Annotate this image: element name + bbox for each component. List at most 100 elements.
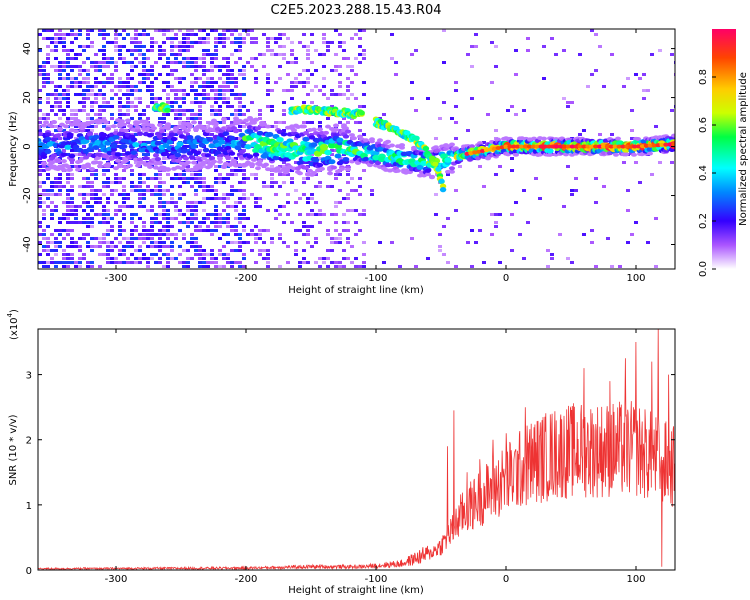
spectrogram-noise-cell (282, 221, 286, 224)
spectrogram-noise-cell (350, 189, 354, 192)
spectrogram-trace-cell (142, 156, 150, 161)
spectrogram-noise-cell (90, 45, 94, 48)
spectrogram-noise-cell (38, 97, 42, 100)
spectrogram-core-cell (585, 144, 591, 149)
spectrogram-noise-cell (42, 181, 46, 184)
spectrogram-noise-cell (90, 265, 94, 268)
spectrogram-noise-cell (222, 257, 226, 260)
spectrogram-noise-cell (102, 45, 106, 48)
spectrogram-noise-cell (486, 113, 490, 116)
spectrogram-noise-cell (106, 77, 110, 80)
spectrogram-core-cell (538, 144, 544, 149)
spectrogram-noise-cell (158, 245, 162, 248)
spectrogram-noise-cell (238, 125, 242, 128)
spectrogram-noise-cell (138, 81, 142, 84)
spectrogram-noise-cell (206, 197, 210, 200)
spectrogram-noise-cell (106, 233, 110, 236)
spectrogram-noise-cell (490, 213, 494, 216)
spectrogram-noise-cell (302, 221, 306, 224)
spectrogram-noise-cell (202, 41, 206, 44)
spectrogram-trace-cell (513, 152, 519, 157)
spectrogram-trace-cell (243, 118, 249, 123)
spectrogram-noise-cell (338, 173, 342, 176)
spectrogram-noise-cell (170, 89, 174, 92)
spectrogram-noise-cell (410, 237, 414, 240)
spectrogram-noise-cell (258, 249, 262, 252)
spectrogram-noise-cell (166, 113, 170, 116)
spectrogram-noise-cell (210, 261, 214, 264)
spectrogram-noise-cell (74, 37, 78, 40)
spectrogram-noise-cell (78, 261, 82, 264)
spectrogram-noise-cell (86, 77, 90, 80)
spectrogram-noise-cell (246, 33, 250, 36)
spectrogram-noise-cell (150, 73, 154, 76)
spectrogram-trace-cell (190, 144, 198, 149)
spectrogram-noise-cell (362, 29, 366, 32)
spectrogram-noise-cell (118, 249, 122, 252)
spectrogram-noise-cell (230, 77, 234, 80)
spectrogram-noise-cell (134, 225, 138, 228)
spectrogram-noise-cell (54, 101, 58, 104)
spectrogram-noise-cell (94, 189, 98, 192)
spectrogram-noise-cell (242, 113, 246, 116)
spectrogram-noise-cell (238, 105, 242, 108)
spectrogram-noise-cell (98, 81, 102, 84)
spectrogram-noise-cell (218, 221, 222, 224)
spectrogram-noise-cell (58, 125, 62, 128)
spectrogram-noise-cell (174, 217, 178, 220)
spectrogram-noise-cell (38, 193, 42, 196)
spectrogram-noise-cell (86, 69, 90, 72)
spectrogram-noise-cell (66, 61, 70, 64)
spectrogram-core-cell (651, 143, 657, 148)
spectrogram-noise-cell (206, 217, 210, 220)
spectrogram-noise-cell (282, 173, 286, 176)
spectrogram-trace-cell (647, 151, 653, 156)
spectrogram-noise-cell (278, 37, 282, 40)
spectrogram-noise-cell (86, 93, 90, 96)
spectrogram-noise-cell (314, 49, 318, 52)
spectrogram-trace-cell (187, 124, 193, 129)
spectrogram-noise-cell (98, 61, 102, 64)
spectrogram-noise-cell (178, 117, 182, 120)
spectrogram-noise-cell (166, 81, 170, 84)
spectrogram-noise-cell (198, 185, 202, 188)
spectrogram-noise-cell (186, 165, 190, 168)
spectrogram-noise-cell (274, 181, 278, 184)
spectrogram-noise-cell (50, 81, 54, 84)
spectrogram-noise-cell (70, 69, 74, 72)
spectrogram-noise-cell (106, 197, 110, 200)
spectrogram-noise-cell (238, 37, 242, 40)
spectrogram-noise-cell (66, 205, 70, 208)
spectrogram-noise-cell (166, 133, 170, 136)
spectrogram-trace-cell (313, 150, 323, 157)
spectrogram-noise-cell (174, 113, 178, 116)
spectrogram-noise-cell (250, 37, 254, 40)
spectrogram-noise-cell (134, 229, 138, 232)
spectrogram-noise-cell (170, 73, 174, 76)
spectrogram-trace-cell (182, 156, 190, 161)
spectrogram-noise-cell (306, 197, 310, 200)
spectrogram-noise-cell (50, 29, 54, 32)
spectrogram-noise-cell (326, 45, 330, 48)
spectrogram-noise-cell (138, 197, 142, 200)
spectrogram-noise-cell (494, 129, 498, 132)
spectrogram-trace-cell (217, 159, 223, 164)
spectrogram-noise-cell (114, 69, 118, 72)
spectrogram-noise-cell (106, 221, 110, 224)
spectrogram-noise-cell (170, 197, 174, 200)
spectrogram-noise-cell (102, 53, 106, 56)
spectrogram-noise-cell (182, 49, 186, 52)
spectrogram-noise-cell (254, 225, 258, 228)
spectrogram-noise-cell (242, 69, 246, 72)
spectrogram-noise-cell (66, 101, 70, 104)
spectrogram-noise-cell (162, 193, 166, 196)
spectrogram-noise-cell (70, 161, 74, 164)
spectrogram-noise-cell (346, 209, 350, 212)
spectrogram-noise-cell (126, 49, 130, 52)
spectrogram-core-cell (522, 144, 529, 149)
spectrogram-noise-cell (86, 129, 90, 132)
spectrogram-noise-cell (94, 85, 98, 88)
spectrogram-noise-cell (166, 173, 170, 176)
spectrogram-noise-cell (494, 225, 498, 228)
spectrogram-noise-cell (346, 121, 350, 124)
